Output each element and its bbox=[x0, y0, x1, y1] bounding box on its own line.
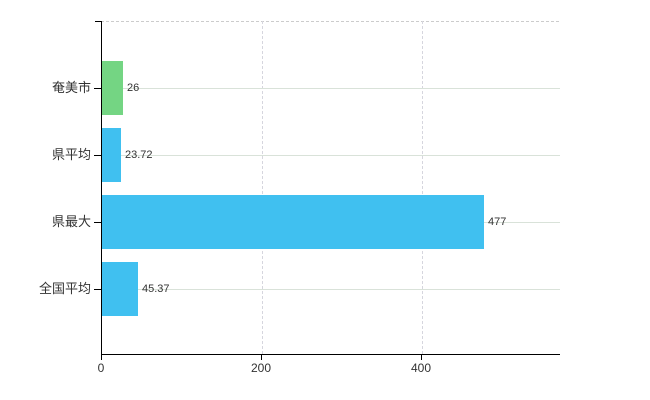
x-axis-tick bbox=[421, 355, 422, 360]
plot-area: 26 23.72 477 45.37 bbox=[101, 21, 560, 355]
x-axis-tick-label: 200 bbox=[250, 361, 272, 375]
category-label: 全国平均 bbox=[38, 281, 91, 296]
category-label: 奄美市 bbox=[51, 80, 91, 95]
x-axis-tick-label: 400 bbox=[410, 361, 432, 375]
vertical-gridline bbox=[422, 21, 423, 354]
bar-value-label: 23.72 bbox=[125, 149, 153, 161]
x-axis-tick-label: 0 bbox=[97, 361, 105, 375]
bar-value-label: 45.37 bbox=[142, 283, 170, 295]
bar bbox=[102, 262, 138, 316]
bar-value-label: 26 bbox=[127, 82, 140, 94]
category-label: 県最大 bbox=[51, 214, 91, 229]
vertical-gridline bbox=[262, 21, 263, 354]
category-tick bbox=[94, 88, 101, 89]
horizontal-gridline bbox=[102, 155, 560, 156]
x-axis-tick bbox=[101, 355, 102, 360]
bar bbox=[102, 195, 484, 249]
category-tick bbox=[94, 155, 101, 156]
category-tick bbox=[94, 289, 101, 290]
horizontal-gridline bbox=[102, 88, 560, 89]
bar bbox=[102, 128, 121, 182]
y-axis-top-tick bbox=[95, 21, 101, 22]
x-axis-tick bbox=[261, 355, 262, 360]
bar bbox=[102, 61, 123, 115]
category-label: 県平均 bbox=[51, 147, 91, 162]
plot-top-dashed-border bbox=[101, 21, 559, 22]
bar-value-label: 477 bbox=[488, 216, 507, 228]
horizontal-gridline bbox=[102, 289, 560, 290]
category-tick bbox=[94, 222, 101, 223]
